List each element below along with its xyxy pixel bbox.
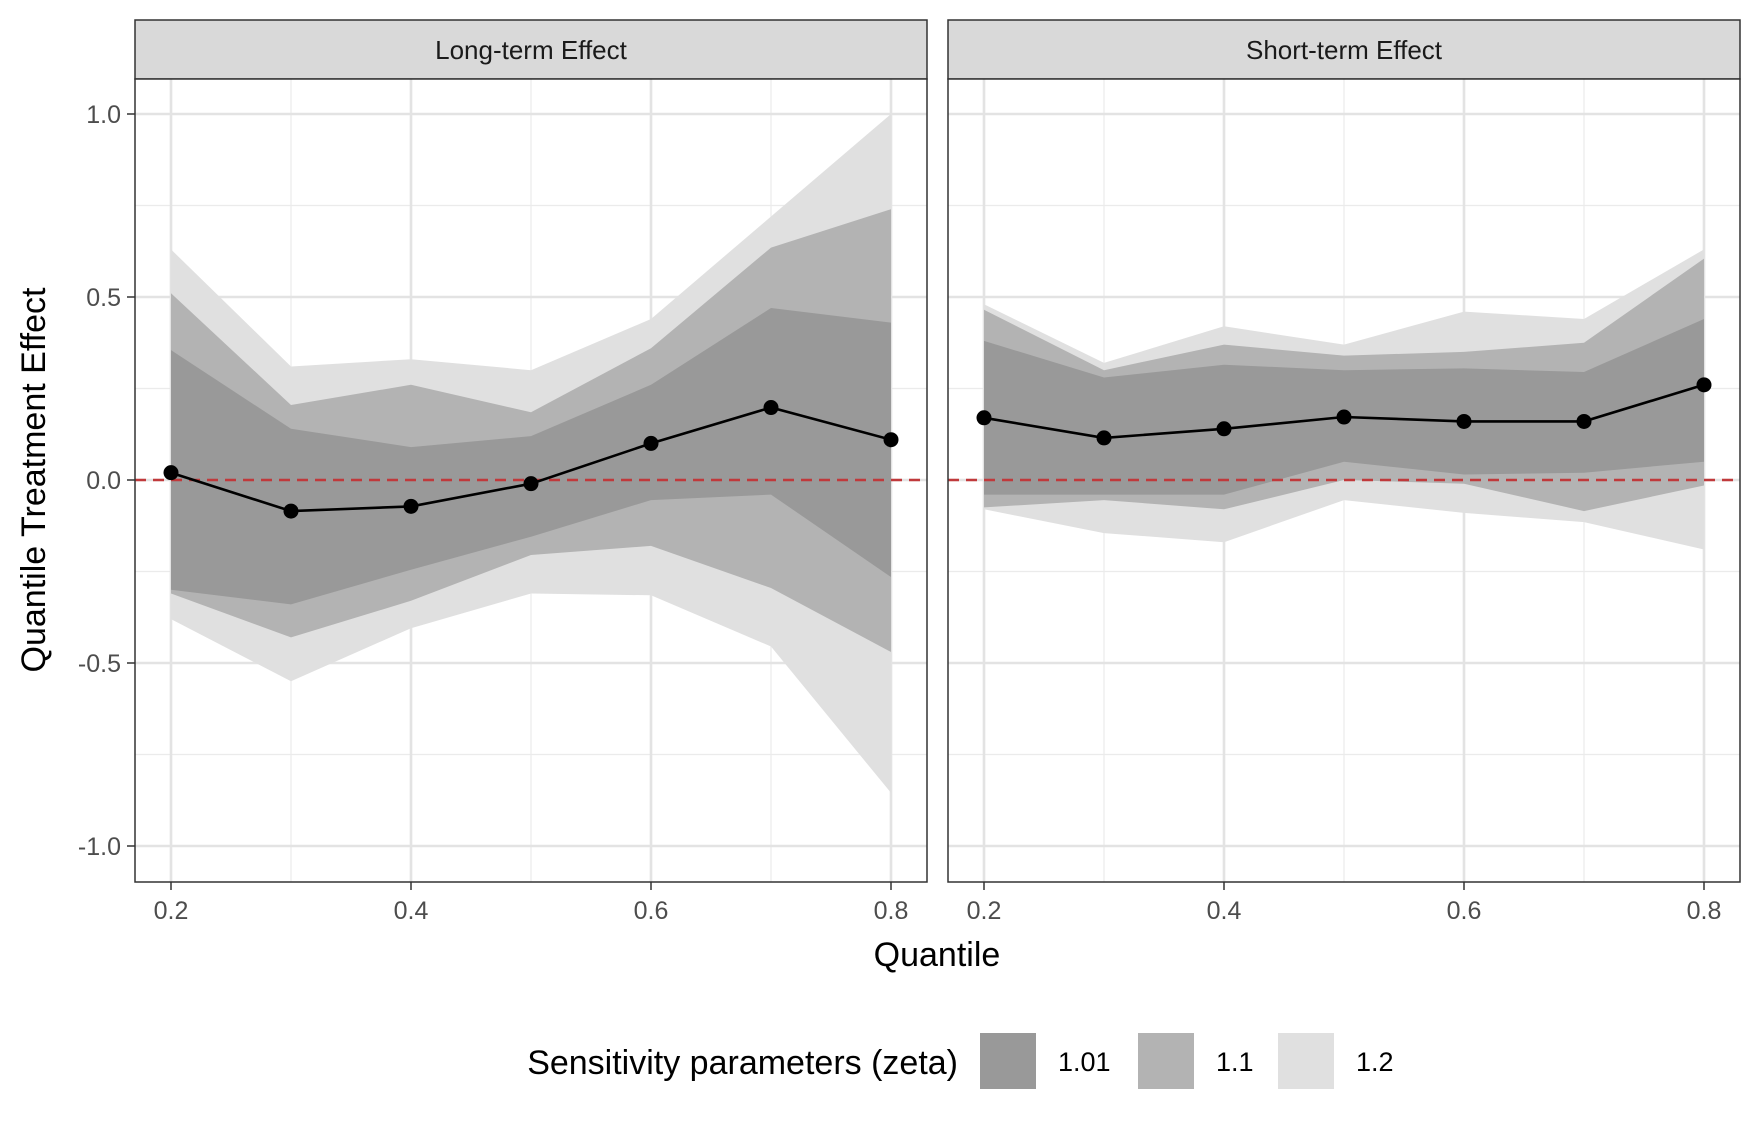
legend-title: Sensitivity parameters (zeta)	[527, 1044, 958, 1082]
panel-short-term: Short-term Effect 0.2 0.4 0.6 0.8	[947, 19, 1741, 925]
estimate-point	[1096, 430, 1112, 446]
x-tick-label: 0.2	[967, 897, 1002, 925]
y-axis-title: Quantile Treatment Effect	[15, 287, 53, 672]
strip-title-long-term: Long-term Effect	[435, 35, 628, 65]
x-tick-label: 0.8	[874, 897, 909, 925]
bands-long-term	[171, 114, 891, 793]
legend-swatch-1-2	[1278, 1033, 1334, 1089]
strip-title-short-term: Short-term Effect	[1246, 35, 1443, 65]
x-tick-label: 0.8	[1687, 897, 1722, 925]
y-tick-label: 0.5	[86, 284, 121, 312]
legend: Sensitivity parameters (zeta) 1.01 1.1 1…	[527, 1033, 1394, 1089]
estimate-point	[523, 476, 539, 492]
legend-label-1-01: 1.01	[1058, 1047, 1111, 1077]
x-ticks-long-term: 0.2 0.4 0.6 0.8	[154, 882, 909, 925]
estimate-point	[1216, 421, 1232, 437]
x-tick-label: 0.6	[1447, 897, 1482, 925]
bands-short-term	[984, 249, 1704, 550]
plot-border-short-term	[947, 78, 1741, 883]
estimate-point	[883, 432, 899, 448]
legend-swatch-1-1	[1138, 1033, 1194, 1089]
x-axis-title: Quantile	[874, 936, 1001, 974]
panel-long-term: Long-term Effect 0.2 0.4 0.6 0.8	[134, 19, 928, 925]
y-tick-label: -0.5	[78, 650, 121, 678]
x-tick-label: 0.6	[634, 897, 669, 925]
y-tick-label: -1.0	[78, 833, 121, 861]
y-ticks: -1.0 -0.5 0.0 0.5 1.0	[78, 101, 135, 861]
x-ticks-short-term: 0.2 0.4 0.6 0.8	[967, 882, 1722, 925]
estimate-point	[643, 435, 659, 451]
x-tick-label: 0.4	[1207, 897, 1242, 925]
legend-label-1-1: 1.1	[1216, 1047, 1254, 1077]
estimate-point	[976, 410, 992, 426]
estimate-long-term	[163, 400, 899, 519]
legend-label-1-2: 1.2	[1356, 1047, 1394, 1077]
legend-swatch-1-01	[980, 1033, 1036, 1089]
estimate-point	[403, 498, 419, 514]
y-tick-label: 0.0	[86, 467, 121, 495]
band-zeta-1-01	[171, 308, 891, 605]
estimate-point	[1696, 377, 1712, 393]
estimate-point	[283, 503, 299, 519]
y-tick-label: 1.0	[86, 101, 121, 129]
strip-short-term	[947, 19, 1741, 80]
estimate-point	[163, 465, 179, 481]
estimate-point	[1456, 413, 1472, 429]
estimate-point	[1336, 409, 1352, 425]
x-tick-label: 0.4	[394, 897, 429, 925]
estimate-short-term	[976, 377, 1712, 446]
estimate-point	[1576, 413, 1592, 429]
band-zeta-1-01	[984, 319, 1704, 495]
estimate-point	[763, 400, 779, 416]
strip-long-term	[134, 19, 928, 80]
x-tick-label: 0.2	[154, 897, 189, 925]
